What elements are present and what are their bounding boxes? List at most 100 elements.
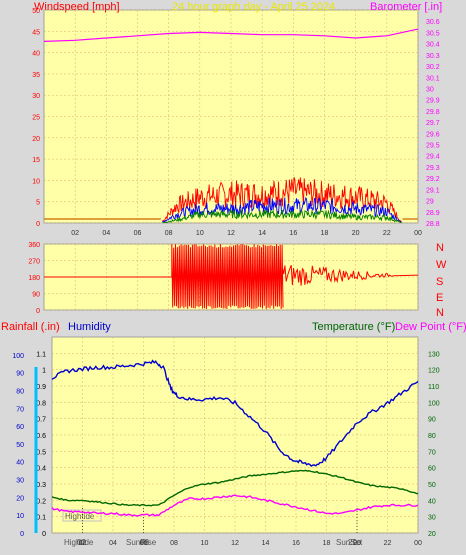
wind-direction-line	[44, 244, 419, 310]
wind-y-tick-label: 15	[32, 157, 40, 164]
temperature-y-tick-label: 90	[428, 417, 436, 424]
climate-x-tick-label: 00	[414, 540, 422, 547]
rainfall-y-tick-label: 0.1	[36, 515, 46, 522]
hightide-box	[62, 509, 102, 522]
climate-x-tick-label: 02	[79, 540, 87, 547]
direction-y-tick-label: 360	[28, 242, 40, 249]
windspeed-axis-title: Windspeed [mph]	[34, 1, 120, 13]
rainfall-y-tick-label: 0.4	[36, 466, 46, 473]
climate-x-tick-label: 16	[292, 540, 300, 547]
humidity-y-tick-label: 80	[16, 388, 24, 395]
wind-x-tick-label: 16	[289, 230, 297, 237]
chart-title: 24 hour graph day - April 25 2024	[172, 1, 335, 13]
barometer-line	[43, 28, 419, 42]
wind-y-tick-label: 45	[32, 29, 40, 36]
barometer-y-tick-label: 30.1	[426, 75, 440, 82]
climate-x-tick-label: 06	[140, 540, 148, 547]
temperature-y-tick-label: 130	[428, 351, 440, 358]
temperature-line	[51, 469, 419, 507]
direction-y-tick-label: 270	[28, 259, 40, 266]
wind-x-tick-label: 00	[414, 230, 422, 237]
temperature-y-tick-label: 80	[428, 433, 436, 440]
wind-avg-line	[162, 196, 402, 223]
climate-x-tick-label: 14	[262, 540, 270, 547]
humidity-y-tick-label: 20	[16, 495, 24, 502]
wind-x-tick-label: 02	[71, 230, 79, 237]
wind-x-tick-label: 04	[102, 230, 110, 237]
climate-x-tick-label: 20	[353, 540, 361, 547]
wind-x-tick-label: 10	[196, 230, 204, 237]
humidity-y-tick-label: 0	[20, 531, 24, 538]
rainfall-y-tick-label: 1	[42, 368, 46, 375]
barometer-y-tick-label: 30.3	[426, 53, 440, 60]
dewpoint-axis-title: Dew Point (°F)	[395, 321, 466, 333]
wind-y-tick-label: 25	[32, 115, 40, 122]
barometer-y-tick-label: 29.5	[426, 143, 440, 150]
rainfall-y-tick-label: 0	[42, 531, 46, 538]
wind-x-tick-label: 08	[165, 230, 173, 237]
wind-x-tick-label: 06	[134, 230, 142, 237]
humidity-axis-title: Humidity	[68, 321, 111, 333]
humidity-y-tick-label: 70	[16, 406, 24, 413]
rainfall-y-tick-label: 1.1	[36, 351, 46, 358]
barometer-axis-title: Barometer [.in]	[370, 1, 442, 13]
temperature-y-tick-label: 110	[428, 384, 439, 391]
hightide-box-label: Hightide	[65, 512, 95, 521]
barometer-y-tick-label: 28.8	[426, 221, 440, 228]
sunset-time: 20	[348, 538, 357, 547]
wind-x-tick-label: 12	[227, 230, 235, 237]
barometer-y-tick-label: 29.8	[426, 109, 440, 116]
wind-gust-line	[162, 177, 402, 222]
rainfall-y-tick-label: 0.6	[36, 433, 46, 440]
direction-label-e: E	[436, 292, 443, 304]
climate-x-tick-label: 08	[170, 540, 178, 547]
sunrise-label: SunRise	[126, 538, 157, 547]
humidity-y-tick-label: 50	[16, 442, 24, 449]
rainfall-axis-title: Rainfall (.in)	[1, 321, 60, 333]
sunset-label: SunSet	[336, 538, 363, 547]
wind-y-tick-label: 10	[32, 178, 40, 185]
rainfall-y-tick-label: 0.9	[36, 384, 46, 391]
barometer-y-tick-label: 29	[426, 199, 434, 206]
humidity-y-tick-label: 90	[16, 371, 24, 378]
wind-y-tick-label: 50	[32, 8, 40, 15]
barometer-y-tick-label: 30.5	[426, 30, 440, 37]
rainfall-y-tick-label: 0.3	[36, 482, 46, 489]
humidity-y-tick-label: 60	[16, 424, 24, 431]
hightide-time: 02	[77, 538, 86, 547]
temperature-y-tick-label: 70	[428, 449, 436, 456]
temperature-y-tick-label: 50	[428, 482, 436, 489]
climate-x-tick-label: 22	[384, 540, 392, 547]
barometer-y-tick-label: 28.9	[426, 210, 440, 217]
rainfall-y-tick-label: 0.7	[36, 417, 46, 424]
rainfall-y-tick-label: 0.5	[36, 449, 46, 456]
direction-label-s: S	[436, 276, 443, 288]
direction-y-tick-label: 90	[32, 292, 40, 299]
climate-x-tick-label: 12	[231, 540, 239, 547]
direction-label-n-top: N	[436, 242, 444, 254]
humidity-y-tick-label: 40	[16, 460, 24, 467]
wind-y-tick-label: 40	[32, 51, 40, 58]
temperature-y-tick-label: 100	[428, 400, 440, 407]
wind-y-tick-label: 5	[36, 200, 40, 207]
barometer-y-tick-label: 30.2	[426, 64, 440, 71]
wind-x-tick-label: 18	[321, 230, 329, 237]
barometer-y-tick-label: 29.9	[426, 98, 440, 105]
barometer-y-tick-label: 29.2	[426, 176, 440, 183]
direction-label-n-bottom: N	[436, 307, 444, 319]
barometer-y-tick-label: 29.1	[426, 187, 440, 194]
wind-x-tick-label: 20	[352, 230, 360, 237]
barometer-y-tick-label: 30	[426, 86, 434, 93]
temperature-y-tick-label: 40	[428, 498, 436, 505]
barometer-y-tick-label: 29.4	[426, 154, 440, 161]
barometer-y-tick-label: 29.3	[426, 165, 440, 172]
temperature-y-tick-label: 120	[428, 368, 440, 375]
wind-y-tick-label: 0	[36, 221, 40, 228]
temperature-y-tick-label: 60	[428, 466, 436, 473]
hightide-label: Hightide	[64, 538, 94, 547]
humidity-y-tick-label: 10	[16, 513, 24, 520]
humidity-y-tick-label: 30	[16, 478, 24, 485]
climate-x-tick-label: 10	[201, 540, 209, 547]
temperature-y-tick-label: 30	[428, 515, 436, 522]
barometer-y-tick-label: 30.4	[426, 42, 440, 49]
